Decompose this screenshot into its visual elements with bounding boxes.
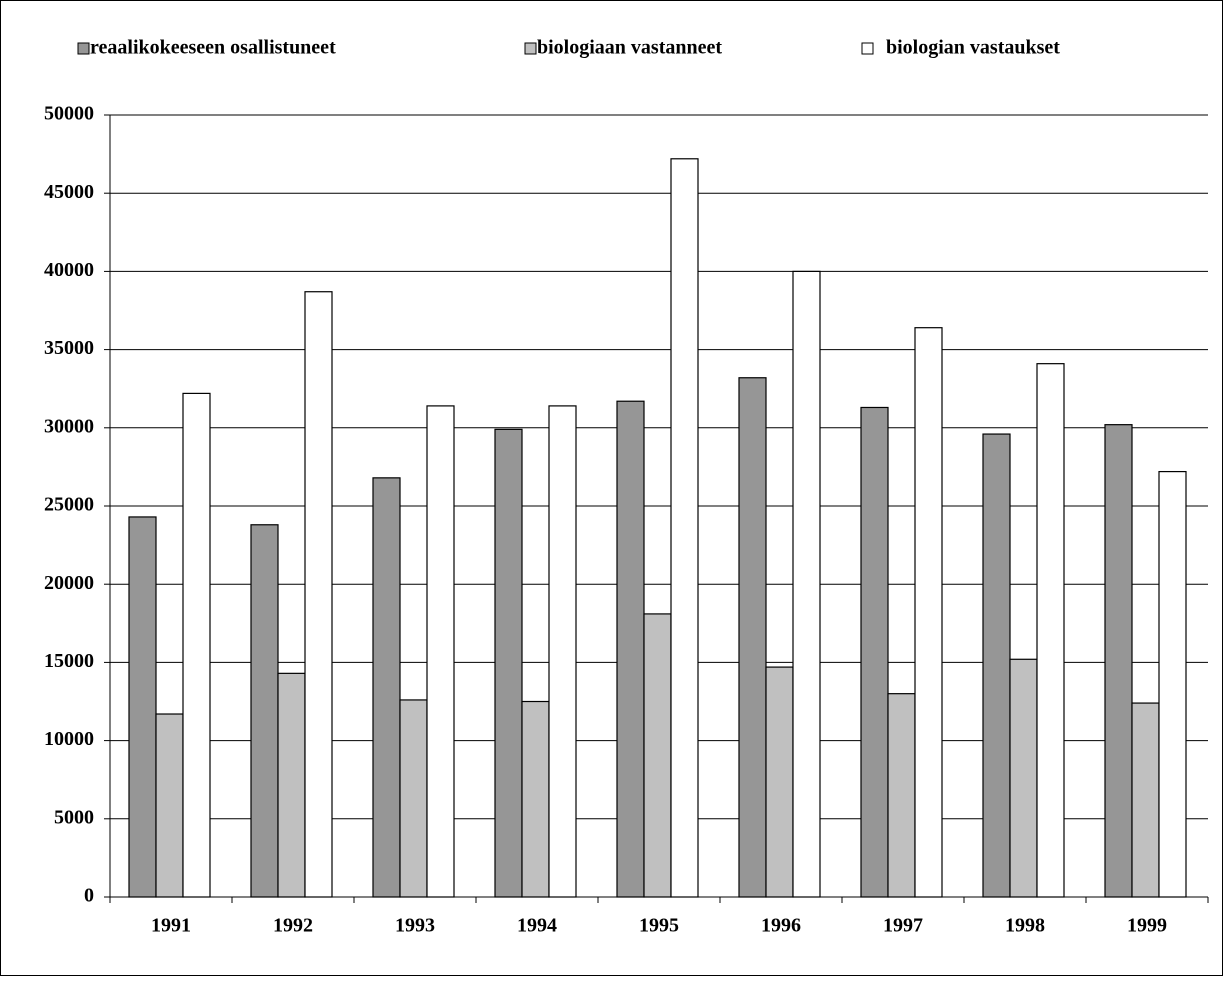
x-tick-label: 1992 — [273, 915, 313, 937]
bar — [914, 327, 943, 898]
bar — [155, 713, 184, 898]
y-tick-label: 25000 — [44, 494, 94, 516]
bar — [1131, 702, 1160, 898]
bar — [494, 428, 523, 898]
bar — [765, 666, 794, 898]
y-tick-label: 30000 — [44, 415, 94, 437]
bar — [277, 672, 306, 898]
bar — [887, 693, 916, 898]
legend-swatch — [524, 42, 537, 55]
x-tick-label: 1994 — [517, 915, 557, 937]
y-tick-label: 0 — [84, 885, 94, 907]
bar — [1009, 658, 1038, 898]
y-tick-label: 40000 — [44, 259, 94, 281]
bar — [670, 158, 699, 898]
y-tick-label: 5000 — [54, 806, 94, 828]
legend-label: biologiaan vastanneet — [537, 37, 722, 59]
x-tick-label: 1995 — [639, 915, 679, 937]
bar — [1104, 424, 1133, 898]
legend-swatch — [77, 42, 90, 55]
x-tick-label: 1991 — [151, 915, 191, 937]
legend-label: biologian vastaukset — [886, 37, 1060, 59]
bar — [250, 524, 279, 898]
x-tick-label: 1996 — [761, 915, 801, 937]
bar — [399, 699, 428, 898]
bar — [860, 406, 889, 898]
y-tick-label: 45000 — [44, 181, 94, 203]
bar — [1158, 470, 1187, 898]
bar — [182, 392, 211, 898]
bar — [372, 477, 401, 898]
bar — [982, 433, 1011, 898]
legend-label: reaalikokeeseen osallistuneet — [90, 37, 336, 59]
y-tick-label: 20000 — [44, 572, 94, 594]
bar — [521, 700, 550, 898]
bar — [1036, 363, 1065, 898]
y-tick-label: 50000 — [44, 103, 94, 125]
bar — [738, 377, 767, 898]
legend-swatch — [861, 42, 874, 55]
bar — [616, 400, 645, 898]
bar — [426, 405, 455, 898]
x-tick-label: 1998 — [1005, 915, 1045, 937]
y-tick-label: 10000 — [44, 728, 94, 750]
bar — [304, 291, 333, 898]
bar — [643, 613, 672, 898]
bar — [792, 270, 821, 898]
x-tick-label: 1993 — [395, 915, 435, 937]
bar — [548, 405, 577, 898]
bar — [128, 516, 157, 898]
x-tick-label: 1997 — [883, 915, 923, 937]
x-tick-label: 1999 — [1127, 915, 1167, 937]
y-tick-label: 35000 — [44, 337, 94, 359]
y-tick-label: 15000 — [44, 650, 94, 672]
